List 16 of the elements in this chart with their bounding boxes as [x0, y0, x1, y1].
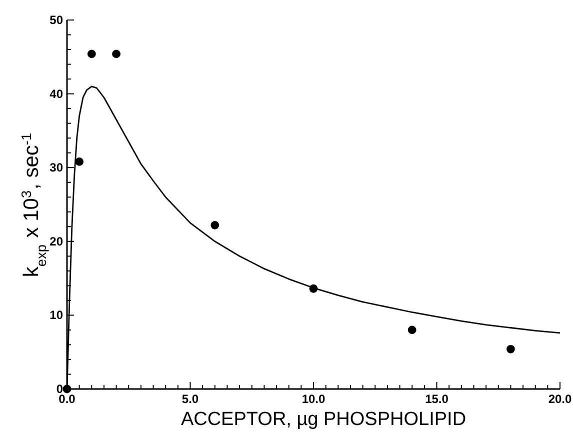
point [210, 220, 220, 230]
x-tick-label: 20.0 [548, 392, 572, 406]
y-tick-label: 50 [50, 13, 64, 27]
point [506, 344, 515, 354]
x-axis-title: ACCEPTOR, µg PHOSPHOLIPID [180, 409, 466, 430]
point [112, 50, 120, 58]
y-tick-label: 10 [50, 308, 64, 322]
x-tick-label: 15.0 [425, 392, 449, 406]
x-tick-label: 5.0 [182, 392, 199, 406]
point [87, 50, 96, 58]
y-tick-label: 40 [50, 86, 64, 101]
x-tick-label: 10.0 [302, 392, 326, 406]
y-tick-label: 20 [50, 234, 64, 248]
y-tick-label: 30 [50, 160, 64, 175]
point [408, 326, 416, 334]
point [75, 157, 84, 166]
